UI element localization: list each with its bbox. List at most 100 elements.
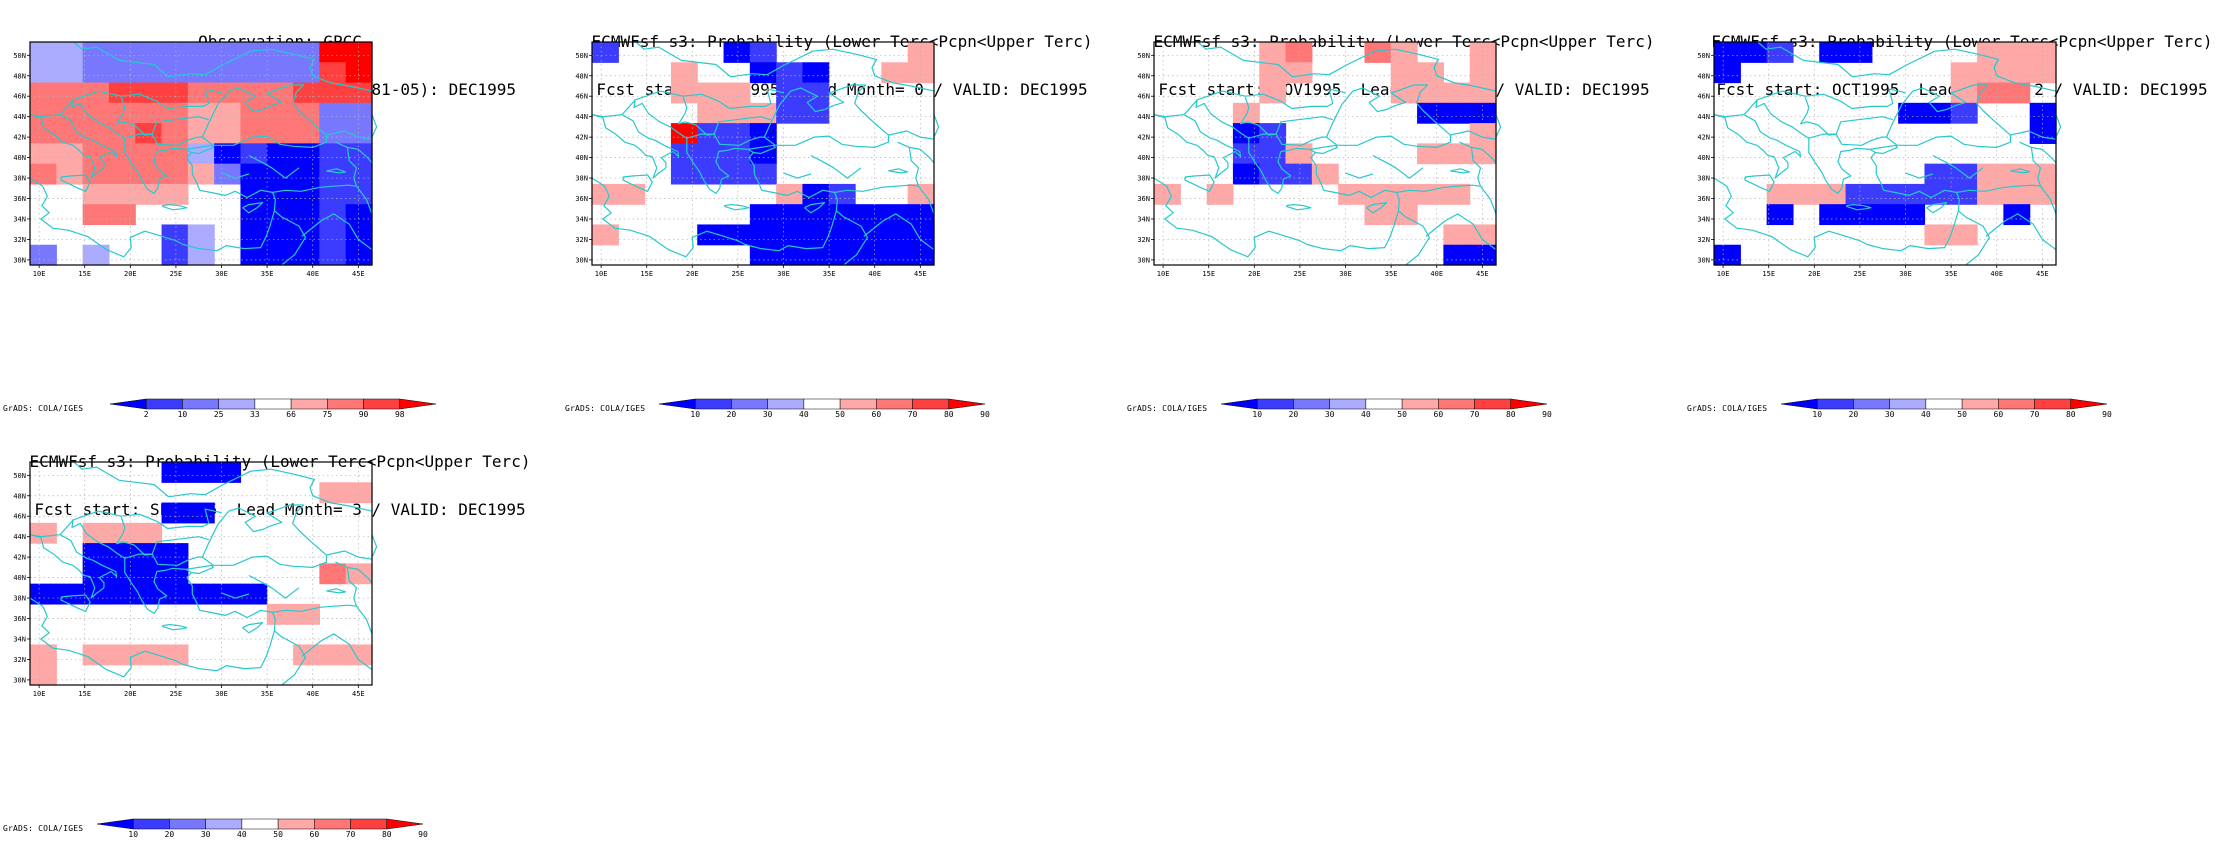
colorbar-labels: 2 10 25 33 66 75 90 98 [0,410,560,422]
colorbar-tick-label: 40 [1921,410,1931,419]
grid-cell [82,143,110,165]
colorbar-tick-label: 60 [1993,410,2004,419]
coastline [29,597,218,678]
grid-cell [345,42,373,63]
grid-cell [240,82,268,104]
coastline [1958,210,1990,266]
grid-cell [319,102,347,124]
lat-tick-label: 44N [1697,113,1710,121]
coastline [747,144,776,155]
coastline [71,88,222,110]
grid-cell [670,82,698,104]
grid-cell [749,123,777,144]
coastlines [29,41,378,266]
grid-cell [855,224,882,246]
colorbar-tick-label: 90 [2102,410,2112,419]
lon-tick-label: 15E [78,690,91,698]
grid-cell [1364,42,1392,63]
grid-cell [135,563,163,585]
colorbar-tick-label: 80 [1505,410,1516,419]
grid-cell [214,42,242,63]
grid-cell [161,502,189,524]
grid-cell [30,664,57,686]
grid-cell [1443,224,1471,246]
coastline [151,536,209,555]
grid-cell [1259,62,1287,84]
lat-tick-label: 30N [1697,256,1710,264]
coastlines [29,461,378,686]
coastline [1713,114,1775,158]
lat-tick-label: 44N [13,113,26,121]
coastline [1285,204,1312,211]
grid-cell [293,603,320,625]
lat-tick-label: 38N [1697,175,1710,183]
coastline [863,213,935,251]
lon-tick-label: 25E [170,690,183,698]
grid-cell [214,102,242,124]
grid-cell [108,123,136,144]
coastlines [591,41,940,266]
grid-cell [749,244,777,266]
grid-cell [907,62,935,84]
grid-cell [266,42,294,63]
grid-cell [319,482,347,504]
colorbar-tick-label: 70 [2029,410,2040,419]
grid-cell [1898,102,1926,124]
grid-cell [293,123,320,144]
lon-tick-label: 10E [595,270,608,278]
coastline [1800,97,1837,136]
lon-tick-label: 15E [640,270,653,278]
grid-cell [1285,143,1313,165]
coastline [248,154,300,179]
grid-cell [1766,204,1794,226]
coastline [73,461,373,512]
lon-tick-label: 35E [261,270,274,278]
grid-cell [345,482,373,504]
coastline [60,594,91,612]
coastline [335,141,373,164]
coastline [151,116,209,135]
grid-cell [1443,183,1471,205]
lat-tick-label: 50N [1697,52,1710,60]
grid-cell [1259,42,1287,63]
coastline [834,184,935,215]
grads-footer-note: GrADS: COLA/IGES [3,824,84,833]
grid-cell [161,183,189,205]
grid-cell [1469,82,1497,104]
grid-cell [82,244,110,266]
lat-tick-label: 42N [1697,134,1710,142]
grid-cell [30,102,57,124]
lat-tick-label: 30N [13,676,26,684]
coastline [621,114,680,179]
grid-cell [108,583,136,605]
lat-tick-label: 36N [575,195,588,203]
grid-cell [1232,123,1260,144]
lat-tick-label: 32N [1137,236,1150,244]
colorbar-tick-label: 50 [1397,410,1407,419]
coastline [1309,144,1338,155]
colorbar-segment [803,398,841,410]
grid-cell [1977,163,2004,185]
colorbar-segment [399,398,437,410]
grid-cell [135,183,163,205]
coastline [1932,154,1984,179]
lat-tick-label: 48N [13,492,26,500]
grid-cell [240,42,268,63]
coastline [888,168,909,174]
colorbar-tick-label: 70 [1469,410,1480,419]
coastline [635,41,935,92]
grid-cell [1469,224,1497,246]
colorbar-segment [1329,398,1367,410]
grid-cell [1898,204,1926,226]
grid-cell [108,522,136,544]
colorbar-tick-label: 60 [1433,410,1444,419]
colorbar-tick-label: 30 [762,410,773,419]
grid-cell [1417,143,1444,165]
colorbar-segment [1780,398,1818,410]
coastline [326,168,347,174]
grid-cell [240,102,268,124]
colorbar-segment [1365,398,1403,410]
grid-cell [592,224,619,246]
coastline [2010,130,2057,140]
lon-tick-label: 45E [352,270,365,278]
